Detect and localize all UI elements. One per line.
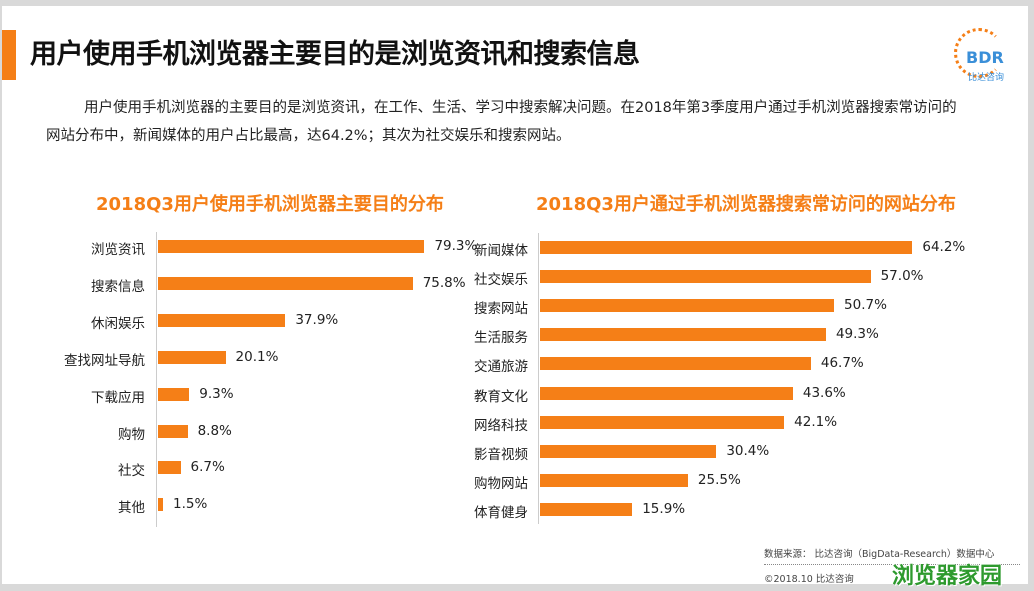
bar <box>540 270 871 284</box>
bar <box>540 241 913 254</box>
category-label: 社交 <box>118 463 145 480</box>
value-label: 8.8% <box>197 422 232 439</box>
bdr-logo: BDR 比达咨询 <box>952 28 1018 86</box>
slide: 用户使用手机浏览器主要目的是浏览资讯和搜索信息 BDR 比达咨询 用户使用手机浏… <box>2 6 1028 589</box>
value-label: 6.7% <box>190 459 225 476</box>
bar <box>540 328 826 342</box>
footer-divider <box>764 564 1020 565</box>
category-label: 购物网站 <box>474 475 528 492</box>
category-label: 交通旅游 <box>474 359 528 376</box>
chart-title-left: 2018Q3用户使用手机浏览器主要目的分布 <box>96 194 444 215</box>
category-label: 休闲娱乐 <box>91 315 145 332</box>
value-label: 37.9% <box>295 311 339 328</box>
value-label: 79.3% <box>434 238 478 254</box>
category-label: 下载应用 <box>91 389 145 406</box>
value-label: 64.2% <box>922 239 966 255</box>
description: 用户使用手机浏览器的主要目的是浏览资讯，在工作、生活、学习中搜索解决问题。在20… <box>46 100 957 144</box>
value-label: 43.6% <box>802 384 846 401</box>
bar <box>540 299 835 313</box>
bar <box>540 502 633 516</box>
chart-title-right: 2018Q3用户通过手机浏览器搜索常访问的网站分布 <box>536 194 956 215</box>
value-label: 20.1% <box>235 348 279 365</box>
value-label: 15.9% <box>642 500 686 517</box>
bar <box>540 415 785 429</box>
value-label: 42.1% <box>794 413 838 430</box>
value-label: 75.8% <box>422 274 466 291</box>
value-label: 50.7% <box>844 297 887 314</box>
chart-axis <box>156 232 157 528</box>
bar <box>158 350 226 364</box>
category-label: 体育健身 <box>474 504 528 521</box>
value-label: 9.3% <box>199 385 234 402</box>
watermark: 浏览器家园 <box>892 564 1003 589</box>
title-accent-bar <box>2 30 16 80</box>
logo-text: BDR <box>966 48 1004 67</box>
category-label: 社交娱乐 <box>474 272 528 289</box>
category-label: 新闻媒体 <box>474 243 528 259</box>
bar <box>158 387 190 401</box>
category-label: 搜索信息 <box>91 278 145 295</box>
bar <box>158 313 286 327</box>
category-label: 查找网址导航 <box>64 352 145 369</box>
bar <box>540 444 717 458</box>
category-label: 生活服务 <box>474 330 528 347</box>
value-label: 57.0% <box>880 268 924 285</box>
data-source: 数据来源： 比达咨询（BigData-Research）数据中心 <box>764 549 995 560</box>
category-label: 网络科技 <box>474 417 528 434</box>
logo-subtext: 比达咨询 <box>968 73 1005 83</box>
bar <box>158 424 188 438</box>
bar <box>540 357 811 371</box>
category-label: 购物 <box>118 426 145 443</box>
bar <box>158 276 413 290</box>
logo-ring-icon <box>954 28 1004 78</box>
value-label: 49.3% <box>835 326 879 343</box>
category-label: 浏览资讯 <box>91 242 145 258</box>
chart-axis <box>538 233 539 524</box>
category-label: 其他 <box>118 500 145 517</box>
category-label: 搜索网站 <box>474 301 528 318</box>
value-label: 46.7% <box>820 355 864 372</box>
value-label: 30.4% <box>726 442 770 459</box>
value-label: 25.5% <box>697 471 741 488</box>
value-label: 1.5% <box>173 496 208 513</box>
bar <box>540 473 688 487</box>
bar <box>158 240 425 253</box>
page-title: 用户使用手机浏览器主要目的是浏览资讯和搜索信息 <box>30 39 640 70</box>
bar <box>158 498 164 512</box>
bar <box>540 386 793 400</box>
category-label: 影音视频 <box>474 446 528 463</box>
bar <box>158 461 181 475</box>
copyright: ©2018.10 比达咨询 <box>764 574 854 585</box>
category-label: 教育文化 <box>474 388 528 405</box>
